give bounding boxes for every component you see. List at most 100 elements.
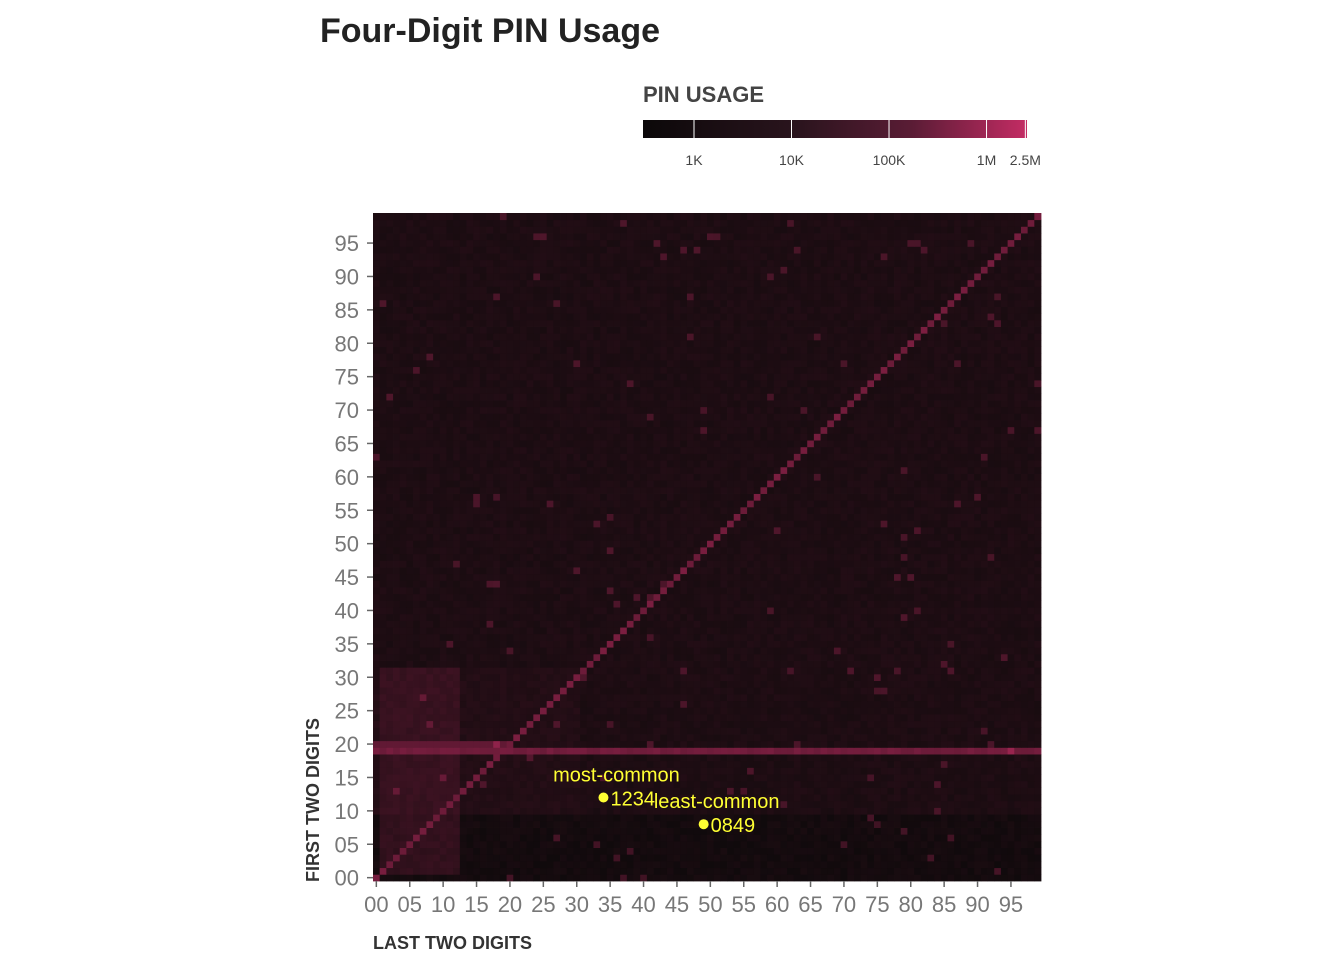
heatmap-cell (446, 780, 454, 788)
heatmap-cell (720, 600, 728, 608)
heatmap-cell (486, 754, 494, 762)
heatmap-cell (987, 714, 995, 722)
heatmap-cell (1034, 647, 1042, 655)
heatmap-cell (399, 687, 407, 695)
heatmap-cell (967, 840, 975, 848)
heatmap-cell (753, 553, 761, 561)
heatmap-cell (820, 754, 828, 762)
heatmap-cell (680, 613, 688, 621)
heatmap-cell (713, 840, 721, 848)
heatmap-cell (760, 860, 768, 869)
heatmap-cell (700, 840, 708, 848)
heatmap-cell (453, 660, 461, 668)
heatmap-cell (439, 647, 447, 655)
heatmap-cell (907, 727, 915, 735)
heatmap-cell (974, 700, 982, 708)
heatmap-cell (954, 653, 962, 661)
heatmap-cell (513, 707, 521, 715)
heatmap-cell (666, 667, 674, 675)
heatmap-cell (519, 807, 528, 815)
heatmap-cell (686, 874, 695, 882)
heatmap-cell (947, 567, 955, 575)
heatmap-cell (613, 807, 621, 815)
heatmap-cell (840, 553, 848, 561)
heatmap-cell (546, 667, 554, 675)
heatmap-cell (853, 834, 862, 842)
heatmap-cell (560, 847, 568, 855)
heatmap-cell (847, 593, 855, 601)
heatmap-cell (760, 834, 768, 842)
heatmap-cell (820, 794, 828, 802)
heatmap-cell (519, 800, 528, 808)
heatmap-cell (860, 787, 868, 795)
heatmap-cell (967, 640, 975, 648)
heatmap-cell (900, 693, 908, 702)
heatmap-cell (680, 720, 688, 728)
heatmap-cell (646, 854, 654, 862)
heatmap-cell (1014, 834, 1022, 842)
heatmap-cell (626, 754, 634, 762)
heatmap-cell (640, 720, 648, 728)
heatmap-cell (373, 580, 381, 588)
heatmap-cell (920, 734, 928, 742)
heatmap-cell (907, 593, 915, 601)
heatmap-cell (1007, 560, 1015, 568)
heatmap-cell (566, 620, 574, 628)
heatmap-cell (573, 814, 581, 822)
heatmap-cell (620, 714, 628, 722)
heatmap-cell (540, 660, 548, 668)
heatmap-cell (727, 687, 735, 695)
heatmap-cell (853, 760, 862, 768)
heatmap-cell (900, 620, 908, 628)
heatmap-cell (606, 754, 614, 762)
heatmap-cell (553, 613, 561, 621)
heatmap-cell (967, 827, 975, 835)
heatmap-cell (820, 854, 828, 862)
heatmap-cell (466, 620, 474, 628)
heatmap-cell (393, 700, 401, 708)
heatmap-cell (833, 727, 841, 735)
heatmap-cell (433, 620, 441, 628)
heatmap-cell (660, 667, 668, 675)
heatmap-cell (633, 647, 641, 655)
heatmap-cell (653, 714, 661, 722)
heatmap-cell (1007, 760, 1015, 768)
heatmap-cell (406, 794, 414, 802)
heatmap-cell (927, 707, 935, 715)
heatmap-cell (399, 734, 407, 742)
heatmap-cell (373, 714, 381, 722)
heatmap-cell (1027, 580, 1035, 588)
heatmap-cell (479, 727, 487, 735)
heatmap-cell (940, 780, 948, 788)
heatmap-cell (519, 867, 528, 875)
heatmap-cell (914, 747, 922, 755)
heatmap-cell (760, 687, 768, 695)
heatmap-cell (807, 840, 815, 848)
heatmap-cell (546, 860, 554, 869)
heatmap-cell (513, 820, 521, 828)
heatmap-cell (760, 613, 768, 621)
heatmap-cell (827, 727, 835, 735)
heatmap-cell (867, 787, 875, 795)
heatmap-cell (927, 567, 935, 575)
heatmap-cell (927, 607, 935, 615)
heatmap-cell (686, 787, 695, 795)
heatmap-cell (399, 633, 407, 641)
heatmap-cell (914, 620, 922, 628)
heatmap-cell (987, 640, 995, 648)
heatmap-cell (566, 827, 574, 835)
heatmap-cell (1014, 633, 1022, 641)
heatmap-cell (406, 653, 414, 661)
heatmap-cell (974, 693, 982, 702)
heatmap-cell (740, 700, 748, 708)
heatmap-cell (960, 553, 968, 561)
heatmap-cell (446, 714, 454, 722)
heatmap-cell (459, 627, 467, 635)
heatmap-cell (967, 587, 975, 595)
heatmap-cell (920, 680, 928, 688)
heatmap-cell (493, 613, 501, 621)
heatmap-cell (700, 847, 708, 855)
heatmap-cell (773, 660, 781, 668)
heatmap-cell (787, 807, 795, 815)
heatmap-cell (847, 747, 855, 755)
